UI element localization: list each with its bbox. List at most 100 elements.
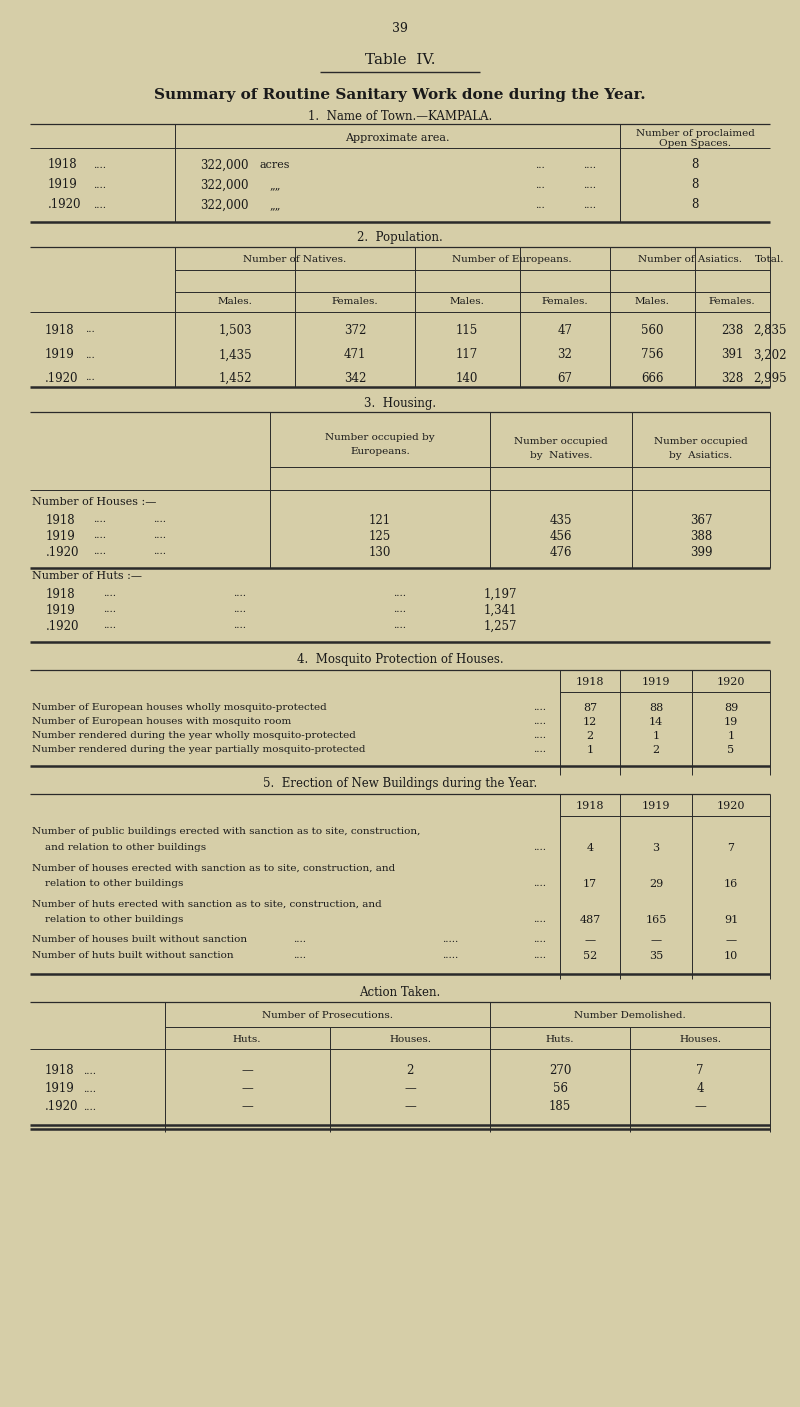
- Text: 435: 435: [550, 514, 572, 526]
- Text: ....: ....: [94, 515, 106, 525]
- Text: ...: ...: [85, 325, 95, 335]
- Text: Number of Houses :—: Number of Houses :—: [32, 497, 156, 507]
- Text: 56: 56: [553, 1082, 567, 1096]
- Text: ....: ....: [534, 746, 546, 754]
- Text: Number rendered during the year partially mosquito-protected: Number rendered during the year partiall…: [32, 746, 366, 754]
- Text: 29: 29: [649, 879, 663, 889]
- Text: —: —: [726, 936, 737, 946]
- Text: 1918: 1918: [45, 1065, 74, 1078]
- Text: 270: 270: [549, 1065, 571, 1078]
- Text: Houses.: Houses.: [679, 1034, 721, 1044]
- Text: 1,435: 1,435: [218, 349, 252, 362]
- Text: —: —: [241, 1065, 253, 1078]
- Text: 1920: 1920: [717, 801, 746, 810]
- Text: 3: 3: [653, 843, 659, 853]
- Text: —: —: [585, 936, 595, 946]
- Text: 1,257: 1,257: [483, 619, 517, 633]
- Text: ...: ...: [85, 350, 95, 360]
- Text: Males.: Males.: [634, 297, 670, 307]
- Text: 16: 16: [724, 879, 738, 889]
- Text: .1920: .1920: [45, 1100, 78, 1113]
- Text: 7: 7: [696, 1065, 704, 1078]
- Text: relation to other buildings: relation to other buildings: [32, 879, 183, 888]
- Text: .1920: .1920: [46, 619, 79, 633]
- Text: 121: 121: [369, 514, 391, 526]
- Text: Number of huts erected with sanction as to site, construction, and: Number of huts erected with sanction as …: [32, 899, 382, 909]
- Text: Number of Prosecutions.: Number of Prosecutions.: [262, 1010, 393, 1020]
- Text: Number of houses erected with sanction as to site, construction, and: Number of houses erected with sanction a…: [32, 864, 395, 872]
- Text: Number of European houses wholly mosquito-protected: Number of European houses wholly mosquit…: [32, 704, 326, 712]
- Text: and relation to other buildings: and relation to other buildings: [32, 844, 206, 853]
- Text: 1919: 1919: [45, 1082, 74, 1096]
- Text: 91: 91: [724, 915, 738, 924]
- Text: ....: ....: [83, 1067, 97, 1075]
- Text: Number of houses built without sanction: Number of houses built without sanction: [32, 936, 247, 944]
- Text: 19: 19: [724, 718, 738, 727]
- Text: 47: 47: [558, 324, 573, 336]
- Text: 32: 32: [558, 349, 573, 362]
- Text: .....: .....: [442, 951, 458, 961]
- Text: 185: 185: [549, 1100, 571, 1113]
- Text: Number of Natives.: Number of Natives.: [243, 256, 346, 265]
- Text: 2,835: 2,835: [754, 324, 786, 336]
- Text: 1919: 1919: [48, 179, 78, 191]
- Text: 2: 2: [586, 732, 594, 741]
- Text: 560: 560: [641, 324, 663, 336]
- Text: ....: ....: [534, 936, 546, 944]
- Text: 35: 35: [649, 951, 663, 961]
- Text: 1.  Name of Town.—KAMPALA.: 1. Name of Town.—KAMPALA.: [308, 110, 492, 122]
- Text: 476: 476: [550, 546, 572, 559]
- Text: ....: ....: [234, 590, 246, 598]
- Text: Number rendered during the year wholly mosquito-protected: Number rendered during the year wholly m…: [32, 732, 356, 740]
- Text: ....: ....: [83, 1085, 97, 1093]
- Text: Females.: Females.: [542, 297, 588, 307]
- Text: Approximate area.: Approximate area.: [345, 134, 450, 144]
- Text: Females.: Females.: [332, 297, 378, 307]
- Text: 10: 10: [724, 951, 738, 961]
- Text: 88: 88: [649, 704, 663, 713]
- Text: 399: 399: [690, 546, 712, 559]
- Text: ....: ....: [294, 951, 306, 961]
- Text: ....: ....: [103, 622, 117, 630]
- Text: —: —: [404, 1100, 416, 1113]
- Text: .....: .....: [442, 936, 458, 944]
- Text: 1: 1: [653, 732, 659, 741]
- Text: .1920: .1920: [48, 198, 82, 211]
- Text: 8: 8: [691, 198, 698, 211]
- Text: „„: „„: [270, 200, 281, 210]
- Text: ....: ....: [94, 532, 106, 540]
- Text: 367: 367: [690, 514, 712, 526]
- Text: 17: 17: [583, 879, 597, 889]
- Text: relation to other buildings: relation to other buildings: [32, 916, 183, 924]
- Text: ....: ....: [154, 515, 166, 525]
- Text: ....: ....: [534, 951, 546, 961]
- Text: 117: 117: [456, 349, 478, 362]
- Text: ....: ....: [103, 590, 117, 598]
- Text: Number of Huts :—: Number of Huts :—: [32, 571, 142, 581]
- Text: acres: acres: [260, 160, 290, 170]
- Text: ....: ....: [534, 916, 546, 924]
- Text: 1918: 1918: [48, 159, 78, 172]
- Text: Total.: Total.: [755, 256, 785, 265]
- Text: 322,000: 322,000: [200, 159, 249, 172]
- Text: ....: ....: [94, 547, 106, 557]
- Text: 238: 238: [721, 324, 743, 336]
- Text: ....: ....: [394, 590, 406, 598]
- Text: 1: 1: [727, 732, 734, 741]
- Text: ...: ...: [535, 201, 545, 210]
- Text: Males.: Males.: [450, 297, 485, 307]
- Text: 456: 456: [550, 529, 572, 543]
- Text: 3.  Housing.: 3. Housing.: [364, 397, 436, 409]
- Text: —: —: [241, 1082, 253, 1096]
- Text: 4: 4: [586, 843, 594, 853]
- Text: 1918: 1918: [46, 588, 76, 601]
- Text: 140: 140: [456, 371, 478, 384]
- Text: 2.  Population.: 2. Population.: [357, 232, 443, 245]
- Text: 1920: 1920: [717, 677, 746, 687]
- Text: ....: ....: [94, 160, 106, 169]
- Text: 1918: 1918: [576, 801, 604, 810]
- Text: ...: ...: [535, 180, 545, 190]
- Text: 52: 52: [583, 951, 597, 961]
- Text: Summary of Routine Sanitary Work done during the Year.: Summary of Routine Sanitary Work done du…: [154, 89, 646, 101]
- Text: Huts.: Huts.: [546, 1034, 574, 1044]
